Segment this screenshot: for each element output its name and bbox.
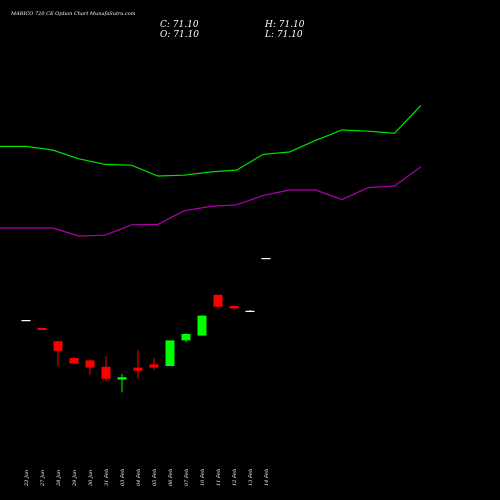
candle-9 (165, 340, 175, 366)
candle-body (213, 294, 223, 307)
x-tick-label: 31 Feb (104, 469, 110, 486)
candle-body (261, 258, 271, 260)
candle-body (37, 328, 47, 330)
low-readout: L: 71.10 (264, 30, 303, 40)
candle-body (229, 306, 239, 309)
candle-14 (245, 310, 255, 312)
x-tick-label: 30 Jan (88, 470, 94, 486)
candle-body (165, 340, 175, 366)
x-tick-label: 13 Feb (248, 469, 254, 486)
candle-12 (213, 294, 223, 307)
candle-body (101, 366, 111, 379)
candle-7 (133, 350, 143, 379)
x-tick-label: 27 Jan (40, 470, 46, 487)
x-tick-label: 04 Feb (136, 469, 142, 486)
candle-body (149, 364, 159, 368)
x-tick-label: 12 Feb (232, 469, 238, 486)
x-tick-label: 07 Feb (184, 469, 190, 486)
candle-body (53, 341, 63, 351)
candle-body (133, 367, 143, 371)
open-readout: O: 71.10 (160, 30, 199, 40)
close-readout: C: 71.10 (160, 20, 199, 30)
candle-3 (69, 357, 79, 364)
candle-0 (21, 320, 31, 322)
candle-body (117, 377, 127, 380)
candle-body (245, 310, 255, 312)
candle-body (197, 315, 207, 336)
x-tick-label: 06 Feb (168, 469, 174, 486)
lower-band-line (0, 166, 422, 237)
x-tick-label: 14 Feb (264, 469, 270, 486)
candle-10 (181, 333, 191, 342)
candle-5 (101, 356, 111, 382)
candles-layer (21, 258, 271, 393)
candle-body (85, 360, 95, 368)
candle-body (181, 334, 191, 341)
x-axis-ticks: 23 Jan 27 Jan 28 Jan 29 Jan 30 Jan 31 Feb 03 F… (24, 469, 270, 487)
chart-title: MARICO 720 CE Option Chart MunafaSutra.c… (10, 11, 136, 17)
candle-11 (197, 315, 207, 336)
candle-1 (37, 327, 47, 330)
high-readout: H: 71.10 (264, 20, 305, 30)
candle-2 (53, 341, 63, 366)
x-tick-label: 29 Jan (72, 470, 78, 487)
bands-layer (0, 105, 422, 237)
x-tick-label: 05 Feb (152, 469, 158, 486)
candle-body (69, 358, 79, 364)
candle-8 (149, 358, 159, 370)
candle-body (21, 320, 31, 322)
candle-15 (261, 258, 271, 260)
x-tick-label: 23 Jan (24, 470, 30, 487)
upper-band-line (0, 105, 422, 177)
candle-6 (117, 374, 127, 393)
x-tick-label: 03 Feb (120, 469, 126, 486)
candle-4 (85, 359, 95, 375)
x-tick-label: 11 Feb (216, 469, 222, 486)
x-tick-label: 10 Feb (200, 469, 206, 486)
x-tick-label: 28 Jan (56, 470, 62, 487)
candle-13 (229, 305, 239, 310)
